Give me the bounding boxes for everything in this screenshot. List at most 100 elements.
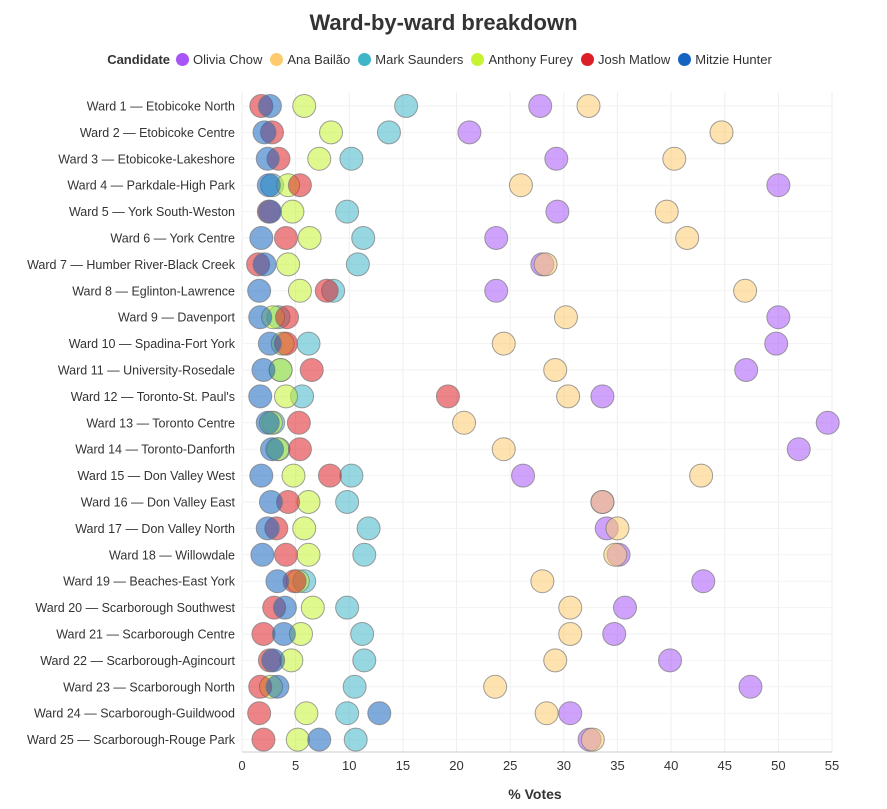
- legend: Candidate Olivia Chow Ana Bailão Mark Saun…: [0, 52, 887, 67]
- y-tick-label: Ward 15 — Don Valley West: [78, 469, 236, 483]
- data-point: [590, 490, 615, 514]
- data-point: [351, 226, 376, 250]
- data-point: [249, 463, 274, 488]
- data-point: [272, 595, 297, 620]
- data-point: [558, 622, 583, 646]
- data-point: [528, 94, 553, 118]
- data-point: [247, 701, 272, 726]
- y-tick-label: Ward 21 — Scarborough Centre: [56, 628, 235, 642]
- y-tick-label: Ward 25 — Scarborough-Rouge Park: [27, 733, 236, 747]
- y-tick-label: Ward 20 — Scarborough Southwest: [35, 601, 235, 615]
- data-point: [287, 173, 312, 198]
- data-point: [343, 727, 368, 752]
- data-point: [299, 358, 324, 382]
- data-point: [255, 146, 280, 171]
- y-tick-label: Ward 19 — Beaches-East York: [63, 575, 236, 589]
- x-tick-label: 20: [449, 758, 463, 773]
- x-tick-label: 35: [610, 758, 624, 773]
- x-tick-label: 30: [557, 758, 571, 773]
- y-tick-label: Ward 4 — Parkdale-High Park: [67, 179, 235, 193]
- data-point: [273, 384, 298, 409]
- legend-item[interactable]: Josh Matlow: [580, 52, 671, 67]
- data-point: [339, 463, 364, 488]
- legend-label: Josh Matlow: [597, 52, 671, 67]
- legend-swatch: [358, 53, 372, 66]
- data-point: [662, 146, 687, 171]
- data-point: [319, 120, 344, 145]
- data-point: [255, 410, 280, 435]
- data-point: [280, 199, 305, 224]
- y-tick-label: Ward 16 — Don Valley East: [81, 496, 236, 510]
- data-point: [255, 516, 280, 541]
- y-tick-label: Ward 1 — Etobicoke North: [87, 100, 235, 114]
- x-tick-label: 50: [771, 758, 785, 773]
- data-point: [296, 490, 321, 514]
- legend-label: Olivia Chow: [193, 52, 263, 67]
- data-point: [508, 173, 533, 198]
- data-point: [367, 701, 392, 726]
- y-tick-label: Ward 11 — University-Rosedale: [58, 364, 235, 378]
- x-tick-label: 15: [396, 758, 410, 773]
- y-tick-label: Ward 18 — Willowdale: [109, 548, 235, 562]
- x-axis-label: % Votes: [508, 786, 562, 802]
- data-point: [294, 701, 319, 726]
- data-point: [307, 727, 332, 752]
- x-tick-label: 25: [503, 758, 517, 773]
- y-tick-label: Ward 5 — York South-Weston: [69, 205, 235, 219]
- data-point: [580, 727, 605, 752]
- data-point: [764, 331, 789, 356]
- data-point: [558, 701, 583, 726]
- data-point: [691, 569, 716, 594]
- x-tick-label: 5: [292, 758, 299, 773]
- data-point: [556, 384, 581, 409]
- data-point: [261, 648, 286, 673]
- data-point: [273, 542, 298, 567]
- data-point: [786, 437, 811, 462]
- data-point: [356, 516, 381, 541]
- y-tick-label: Ward 6 — York Centre: [110, 232, 235, 246]
- data-point: [275, 305, 300, 330]
- data-point: [483, 674, 508, 699]
- legend-swatch: [580, 53, 594, 66]
- data-point: [733, 278, 758, 303]
- legend-item[interactable]: Mark Saunders: [358, 52, 463, 67]
- data-point: [345, 252, 370, 277]
- legend-item[interactable]: Olivia Chow: [176, 52, 262, 67]
- data-point: [457, 120, 482, 145]
- data-point: [738, 674, 763, 699]
- data-point: [247, 278, 272, 303]
- data-point: [281, 463, 306, 488]
- x-tick-label: 55: [825, 758, 839, 773]
- data-point: [675, 226, 700, 250]
- y-tick-label: Ward 3 — Etobicoke-Lakeshore: [58, 152, 235, 166]
- data-point: [248, 305, 273, 330]
- data-point: [317, 463, 342, 488]
- data-point: [276, 252, 301, 277]
- data-point: [689, 463, 714, 488]
- data-point: [339, 146, 364, 171]
- data-point: [533, 252, 558, 277]
- legend-item[interactable]: Ana Bailão: [270, 52, 350, 67]
- legend-item[interactable]: Anthony Furey: [471, 52, 573, 67]
- data-point: [553, 305, 578, 330]
- x-tick-label: 10: [342, 758, 356, 773]
- data-point: [545, 199, 570, 224]
- legend-item[interactable]: Mitzie Hunter: [678, 52, 772, 67]
- data-point: [286, 410, 311, 435]
- data-point: [658, 648, 683, 673]
- data-point: [285, 727, 310, 752]
- data-point: [603, 542, 628, 567]
- legend-label: Anthony Furey: [488, 52, 573, 67]
- data-point: [815, 410, 840, 435]
- data-point: [435, 384, 460, 409]
- data-point: [605, 516, 630, 541]
- data-point: [249, 226, 274, 250]
- data-point: [376, 120, 401, 145]
- data-point: [543, 358, 568, 382]
- x-tick-label: 40: [664, 758, 678, 773]
- data-point: [709, 120, 734, 145]
- y-tick-label: Ward 7 — Humber River-Black Creek: [27, 258, 236, 272]
- data-point: [314, 278, 339, 303]
- data-point: [273, 226, 298, 250]
- legend-label: Ana Bailão: [287, 52, 351, 67]
